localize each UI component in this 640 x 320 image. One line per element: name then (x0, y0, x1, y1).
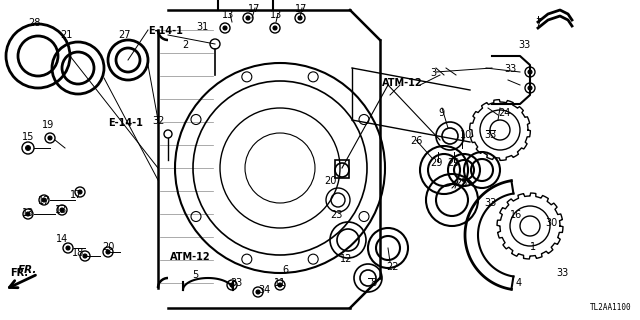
Circle shape (78, 190, 82, 194)
Circle shape (246, 16, 250, 20)
Text: 12: 12 (340, 254, 353, 264)
Circle shape (273, 26, 277, 30)
Text: 17: 17 (38, 196, 51, 206)
Text: 29: 29 (430, 158, 442, 168)
Text: 17: 17 (295, 4, 307, 14)
Text: FR.: FR. (10, 268, 28, 278)
Text: 13: 13 (55, 205, 67, 215)
Circle shape (278, 283, 282, 287)
Text: 24: 24 (498, 108, 510, 118)
Circle shape (528, 70, 532, 74)
Text: FR.: FR. (18, 265, 37, 275)
Text: 17: 17 (70, 190, 83, 200)
Text: ATM-12: ATM-12 (382, 78, 422, 88)
Text: 26: 26 (410, 136, 422, 146)
Text: 33: 33 (504, 64, 516, 74)
Text: 1: 1 (530, 242, 536, 252)
Text: 13: 13 (270, 10, 282, 20)
Text: 33: 33 (484, 198, 496, 208)
Text: 29: 29 (447, 158, 460, 168)
Text: 23: 23 (330, 210, 342, 220)
Text: 28: 28 (28, 18, 40, 28)
Circle shape (60, 208, 64, 212)
Circle shape (298, 16, 302, 20)
Circle shape (83, 254, 87, 258)
Circle shape (48, 136, 52, 140)
Text: 3: 3 (430, 68, 436, 78)
Text: 31: 31 (196, 22, 208, 32)
Text: E-14-1: E-14-1 (108, 118, 143, 128)
Text: E-14-1: E-14-1 (148, 26, 183, 36)
Text: 14: 14 (56, 234, 68, 244)
Text: 9: 9 (438, 108, 444, 118)
Text: 21: 21 (60, 30, 72, 40)
Text: 33: 33 (518, 40, 531, 50)
Circle shape (66, 246, 70, 250)
Circle shape (106, 250, 110, 254)
Text: 4: 4 (516, 278, 522, 288)
Text: 34: 34 (258, 285, 270, 295)
Text: 33: 33 (484, 130, 496, 140)
Text: 2: 2 (182, 40, 188, 50)
Text: 20: 20 (102, 242, 115, 252)
Text: 8: 8 (370, 278, 376, 288)
Text: 27: 27 (118, 30, 131, 40)
Text: 32: 32 (152, 116, 164, 126)
Text: 30: 30 (545, 218, 557, 228)
Text: 18: 18 (72, 248, 84, 258)
Text: 16: 16 (510, 210, 522, 220)
Circle shape (26, 212, 30, 216)
Text: 20: 20 (324, 176, 337, 186)
Text: 10: 10 (460, 130, 472, 140)
Text: 22: 22 (386, 262, 399, 272)
Circle shape (26, 146, 31, 150)
Text: 33: 33 (230, 278, 243, 288)
Text: 15: 15 (22, 132, 35, 142)
Circle shape (256, 290, 260, 294)
Circle shape (230, 283, 234, 287)
Text: 13: 13 (22, 208, 35, 218)
Text: TL2AA1100: TL2AA1100 (590, 303, 632, 312)
Text: 6: 6 (282, 265, 288, 275)
Text: 13: 13 (222, 10, 234, 20)
Text: 7: 7 (535, 18, 541, 28)
Circle shape (42, 198, 46, 202)
Text: 5: 5 (192, 270, 198, 280)
Text: 33: 33 (556, 268, 568, 278)
Text: 17: 17 (248, 4, 260, 14)
Text: 11: 11 (274, 278, 286, 288)
Text: 19: 19 (42, 120, 54, 130)
Text: ATM-12: ATM-12 (170, 252, 211, 262)
Text: 25: 25 (455, 178, 467, 188)
Bar (335, 160, 349, 178)
Circle shape (223, 26, 227, 30)
Circle shape (528, 86, 532, 90)
